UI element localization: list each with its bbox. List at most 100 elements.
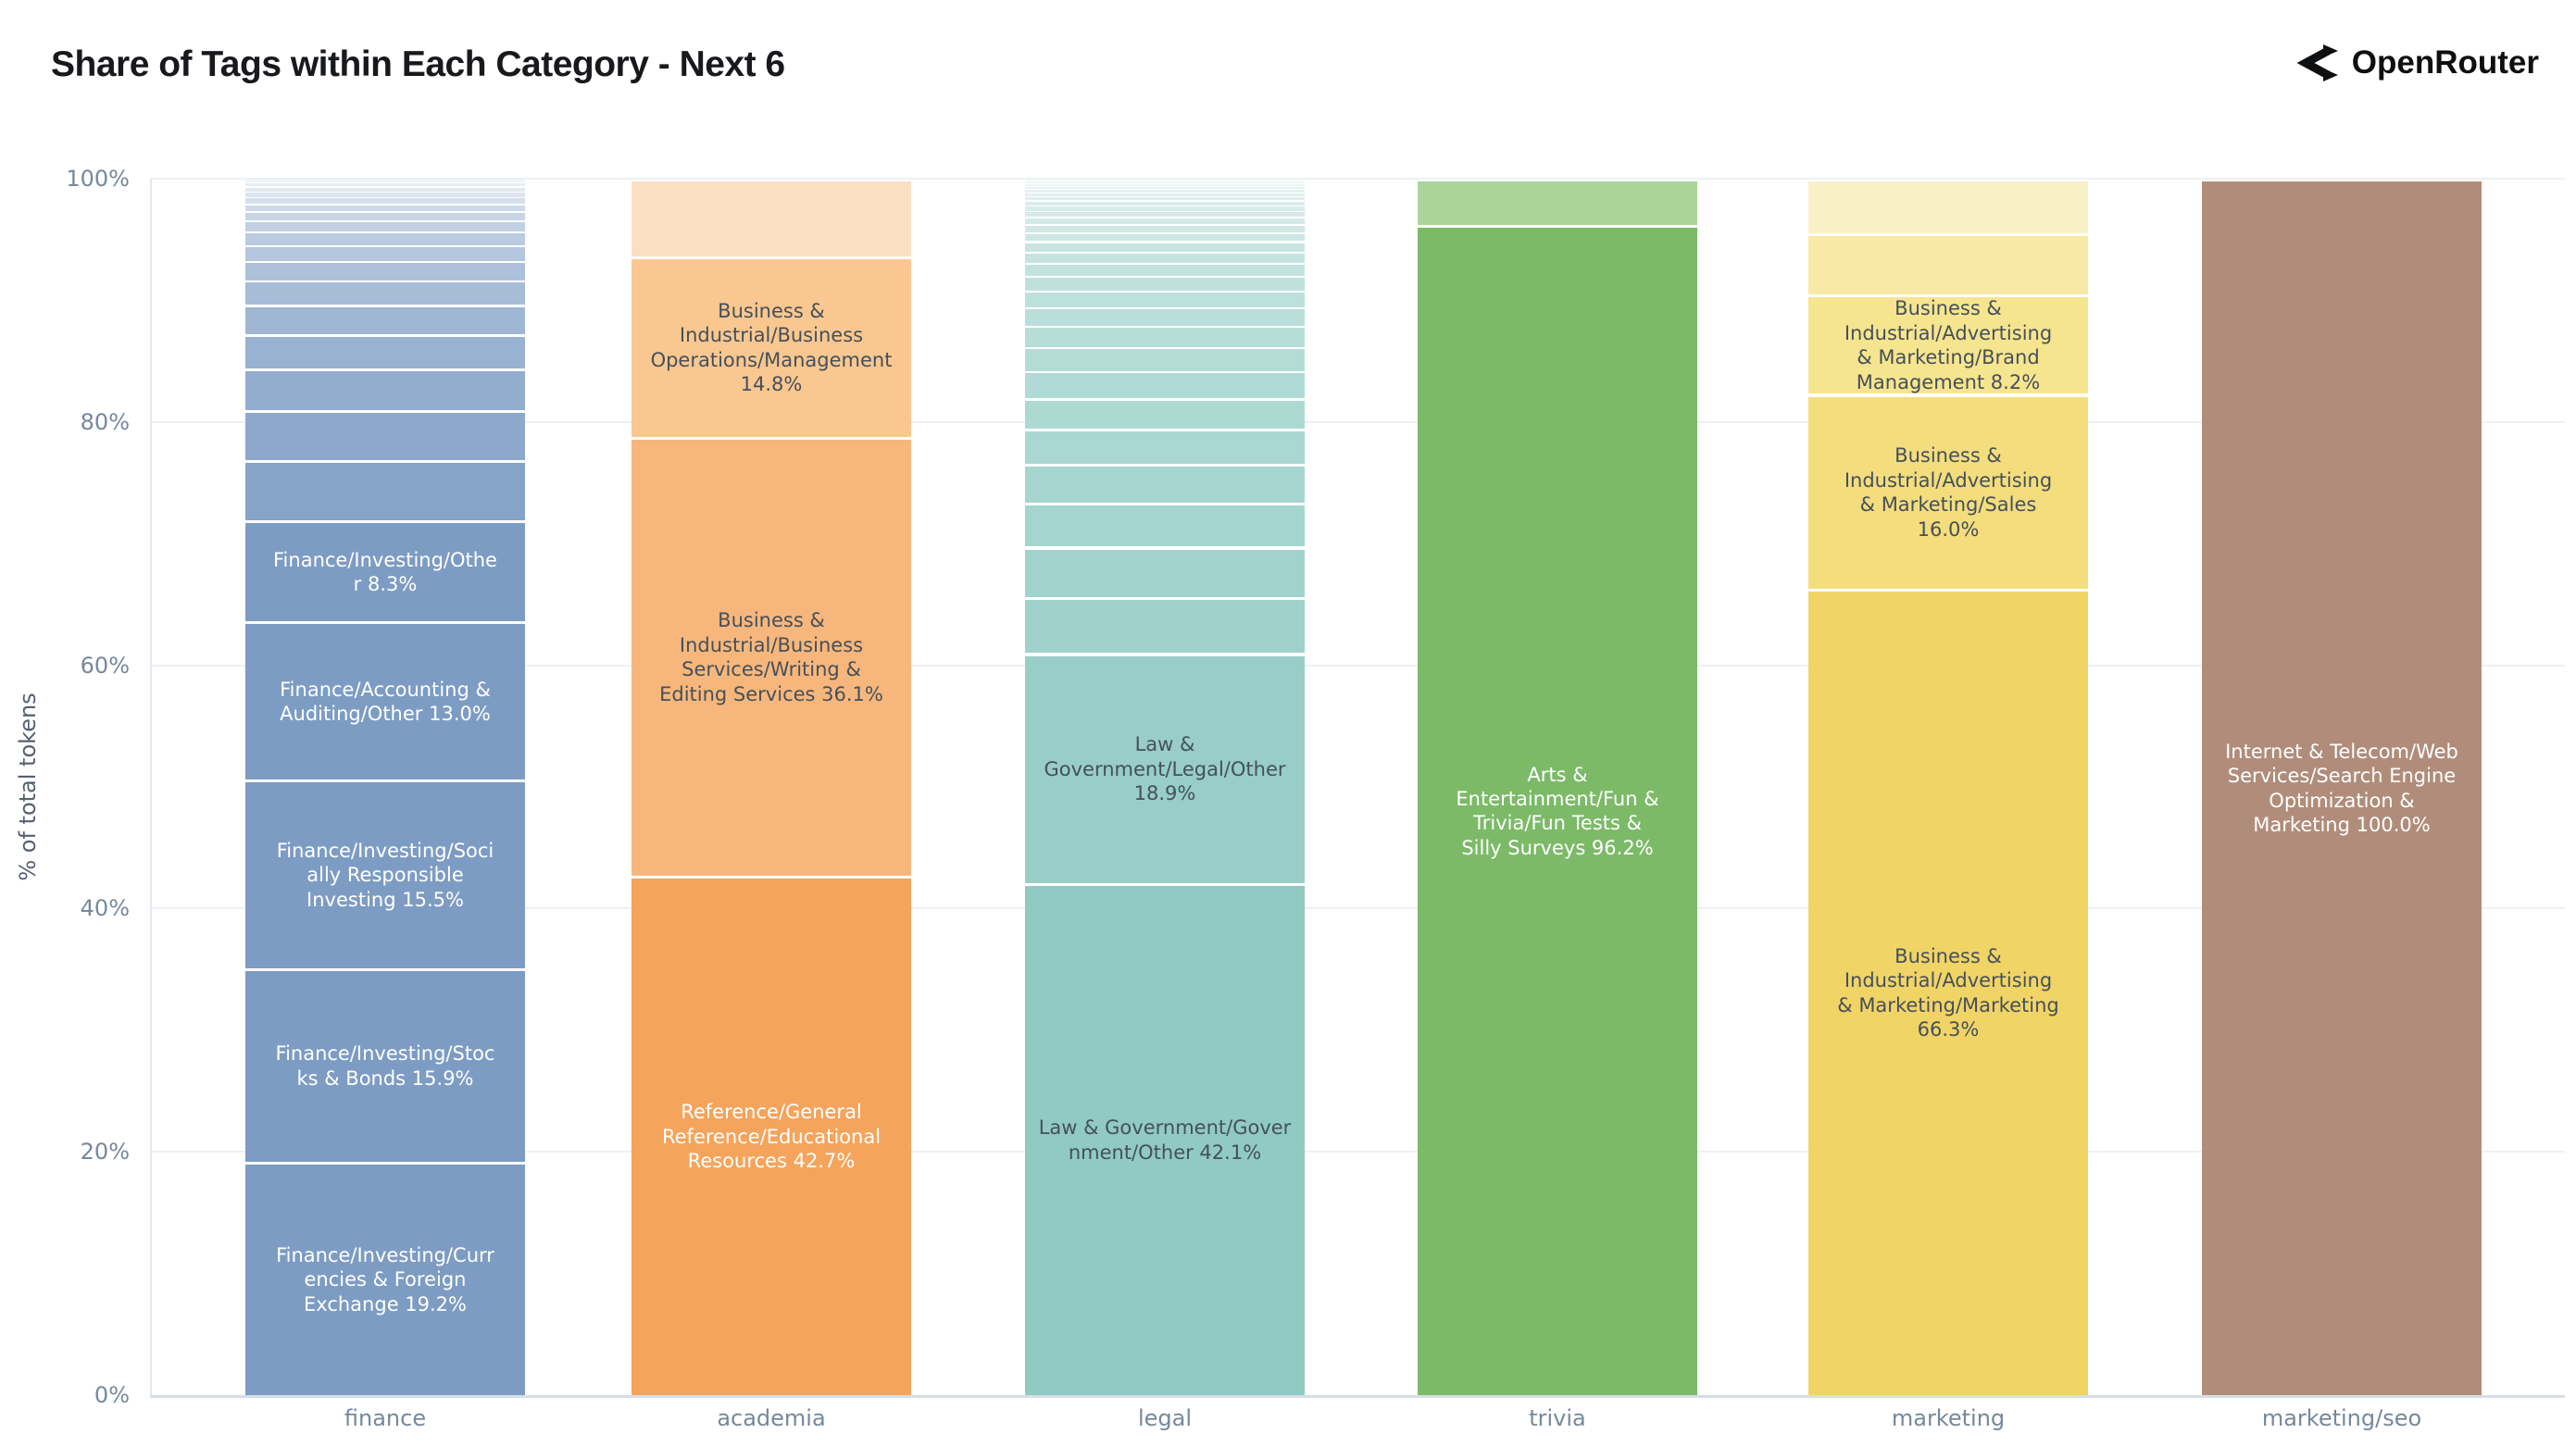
- bar-segment[interactable]: [631, 181, 911, 257]
- bar-segment[interactable]: [1808, 236, 2088, 294]
- bar-segment[interactable]: [245, 221, 525, 232]
- bar-segment[interactable]: [1025, 599, 1305, 654]
- bar-segment-label: Finance/Investing/Stoc ks & Bonds 15.9%: [275, 1042, 495, 1090]
- x-tick-label-marketing: marketing: [1891, 1405, 2006, 1431]
- y-axis-line: [150, 179, 152, 1395]
- openrouter-logo-icon: [2295, 43, 2339, 83]
- bar-segment[interactable]: [1025, 505, 1305, 547]
- bar-segment[interactable]: Law & Government/Legal/Other 18.9%: [1025, 655, 1305, 883]
- bar-segment[interactable]: [1025, 201, 1305, 206]
- bar-segment[interactable]: [1025, 183, 1305, 186]
- bar-segment[interactable]: [245, 187, 525, 192]
- bar-segment[interactable]: [1025, 253, 1305, 263]
- bar-segment[interactable]: [1418, 181, 1697, 225]
- x-axis-line: [150, 1395, 2565, 1398]
- bar-segment[interactable]: [1025, 328, 1305, 347]
- bar-segment[interactable]: [245, 263, 525, 281]
- bar-segment[interactable]: Finance/Investing/Stoc ks & Bonds 15.9%: [245, 970, 525, 1162]
- bar-segment[interactable]: [1025, 196, 1305, 201]
- bar-segment[interactable]: [245, 198, 525, 204]
- gridline: [150, 907, 2565, 909]
- bar-segment[interactable]: [245, 307, 525, 334]
- page-title: Share of Tags within Each Category - Nex…: [51, 44, 785, 84]
- x-tick-label-legal: legal: [1137, 1405, 1193, 1431]
- bar-segment[interactable]: Law & Government/Gover nment/Other 42.1%: [1025, 885, 1305, 1395]
- bar-segment-label: Internet & Telecom/Web Services/Search E…: [2225, 740, 2458, 836]
- bar-segment[interactable]: [1025, 193, 1305, 196]
- bar-segment[interactable]: [1808, 181, 2088, 234]
- bar-segment[interactable]: Finance/Investing/Othe r 8.3%: [245, 523, 525, 622]
- y-tick-label: 40%: [80, 895, 130, 921]
- bar-segment[interactable]: [245, 233, 525, 245]
- bar-segment[interactable]: [1025, 431, 1305, 464]
- bar-segment[interactable]: [245, 246, 525, 262]
- bar-segment[interactable]: [1025, 226, 1305, 232]
- bar-segment[interactable]: Business & Industrial/Business Operation…: [631, 259, 911, 437]
- bar-segment[interactable]: [1025, 401, 1305, 430]
- bar-segment-label: Law & Government/Gover nment/Other 42.1%: [1038, 1116, 1292, 1164]
- bar-segment[interactable]: [245, 462, 525, 521]
- bar-segment[interactable]: [1025, 243, 1305, 252]
- bar-segment[interactable]: [1025, 349, 1305, 371]
- bar-segment-label: Business & Industrial/Advertising & Mark…: [1844, 297, 2053, 393]
- x-tick-label-finance: finance: [344, 1405, 427, 1431]
- bar-segment-label: Finance/Investing/Soci ally Responsible …: [276, 839, 494, 911]
- gridline: [150, 421, 2565, 423]
- bar-segment[interactable]: Business & Industrial/Advertising & Mark…: [1808, 591, 2088, 1395]
- bar-segment[interactable]: Business & Industrial/Advertising & Mark…: [1808, 396, 2088, 589]
- bar-segment[interactable]: [1025, 206, 1305, 211]
- bar-segment[interactable]: [1025, 265, 1305, 276]
- gridline: [150, 178, 2565, 180]
- bar-segment[interactable]: [245, 213, 525, 220]
- bar-segment[interactable]: [245, 336, 525, 368]
- x-tick-label-academia: academia: [717, 1405, 826, 1431]
- bar-segment[interactable]: Reference/General Reference/Educational …: [631, 878, 911, 1395]
- y-axis-title: % of total tokens: [15, 692, 41, 881]
- bar-segment[interactable]: [245, 412, 525, 460]
- y-tick-label: 20%: [80, 1139, 130, 1165]
- gridline: [150, 1151, 2565, 1153]
- bar-segment[interactable]: [1025, 466, 1305, 503]
- bar-segment[interactable]: [1025, 373, 1305, 399]
- bar-segment[interactable]: [1025, 190, 1305, 193]
- bar-segment[interactable]: [1025, 549, 1305, 597]
- bar-segment[interactable]: [1025, 186, 1305, 189]
- bar-segment-label: Finance/Investing/Curr encies & Foreign …: [276, 1243, 494, 1315]
- bar-segment[interactable]: [245, 180, 525, 182]
- bar-segment[interactable]: Business & Industrial/Advertising & Mark…: [1808, 296, 2088, 394]
- bar-segment[interactable]: Business & Industrial/Business Services/…: [631, 439, 911, 876]
- bar-segment[interactable]: [245, 205, 525, 212]
- y-tick-label: 100%: [66, 166, 130, 192]
- bar-segment[interactable]: [1025, 180, 1305, 181]
- bar-segment[interactable]: [1025, 308, 1305, 327]
- bar-segment[interactable]: [1025, 278, 1305, 291]
- bar-segment[interactable]: Finance/Investing/Curr encies & Foreign …: [245, 1164, 525, 1395]
- bar-segment[interactable]: [245, 282, 525, 305]
- bar-segment[interactable]: [1025, 292, 1305, 307]
- bar-segment[interactable]: [1025, 233, 1305, 242]
- brand-name: OpenRouter: [2351, 44, 2539, 81]
- bar-segment-label: Arts & Entertainment/Fun & Trivia/Fun Te…: [1456, 763, 1659, 859]
- bar-segment-label: Law & Government/Legal/Other 18.9%: [1044, 733, 1286, 805]
- bar-segment-label: Business & Industrial/Advertising & Mark…: [1837, 944, 2059, 1041]
- bar-segment[interactable]: Finance/Investing/Soci ally Responsible …: [245, 782, 525, 968]
- bar-segment-label: Finance/Accounting & Auditing/Other 13.0…: [280, 678, 491, 726]
- bar-segment[interactable]: [1025, 181, 1305, 183]
- bar-segment-label: Finance/Investing/Othe r 8.3%: [273, 548, 497, 596]
- bar-segment[interactable]: Arts & Entertainment/Fun & Trivia/Fun Te…: [1418, 227, 1697, 1395]
- bar-segment-label: Business & Industrial/Business Services/…: [659, 609, 883, 705]
- y-tick-label: 0%: [94, 1382, 130, 1408]
- bar-segment-label: Business & Industrial/Advertising & Mark…: [1844, 444, 2053, 541]
- bar-segment[interactable]: Internet & Telecom/Web Services/Search E…: [2202, 181, 2482, 1395]
- bar-segment-label: Reference/General Reference/Educational …: [661, 1101, 882, 1173]
- bar-segment[interactable]: [245, 183, 525, 187]
- bar-segment[interactable]: [245, 370, 525, 410]
- y-tick-label: 80%: [80, 409, 130, 435]
- bar-segment[interactable]: [1025, 218, 1305, 225]
- bar-segment[interactable]: [1025, 211, 1305, 218]
- bar-segment[interactable]: [245, 193, 525, 197]
- bar-segment[interactable]: Finance/Accounting & Auditing/Other 13.0…: [245, 624, 525, 780]
- gridline: [150, 665, 2565, 667]
- bar-segment-label: Business & Industrial/Business Operation…: [650, 299, 893, 396]
